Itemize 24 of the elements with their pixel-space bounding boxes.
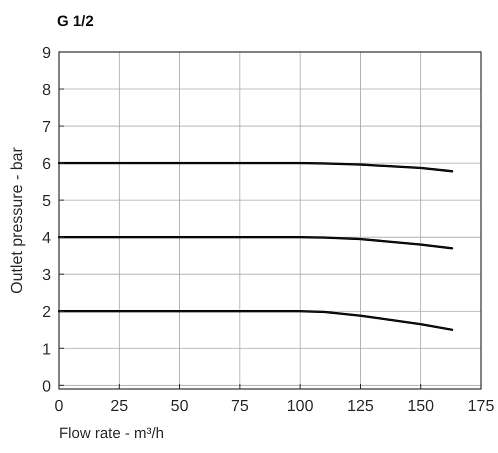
line-series (58, 236, 454, 250)
x-tick-label: 75 (230, 398, 249, 415)
x-tick-label: 175 (468, 398, 494, 415)
y-tick-label: 8 (42, 82, 52, 100)
x-axis-title: Flow rate - m³/h (59, 425, 164, 442)
y-axis-title: Outlet pressure - bar (9, 146, 26, 294)
x-tick-label: 50 (170, 398, 189, 415)
y-tick-label: 4 (42, 230, 52, 248)
chart-title: G 1/2 (57, 13, 94, 30)
y-tick-label: 7 (42, 119, 52, 136)
x-tick-label: 100 (286, 398, 314, 415)
x-tick-label: 25 (110, 398, 128, 415)
x-tick-label: 125 (347, 398, 374, 415)
y-tick-label: 2 (42, 304, 52, 322)
y-tick-label: 9 (42, 45, 52, 62)
y-tick-label: 5 (42, 193, 52, 210)
x-tick-label: 150 (407, 398, 434, 415)
y-tick-label: 1 (42, 341, 52, 358)
y-tick-label: 0 (42, 378, 52, 396)
line-series (58, 162, 454, 172)
y-tick-label: 3 (42, 267, 52, 284)
y-tick-label: 6 (42, 156, 52, 174)
line-series (58, 310, 454, 331)
x-tick-label: 0 (54, 398, 64, 415)
